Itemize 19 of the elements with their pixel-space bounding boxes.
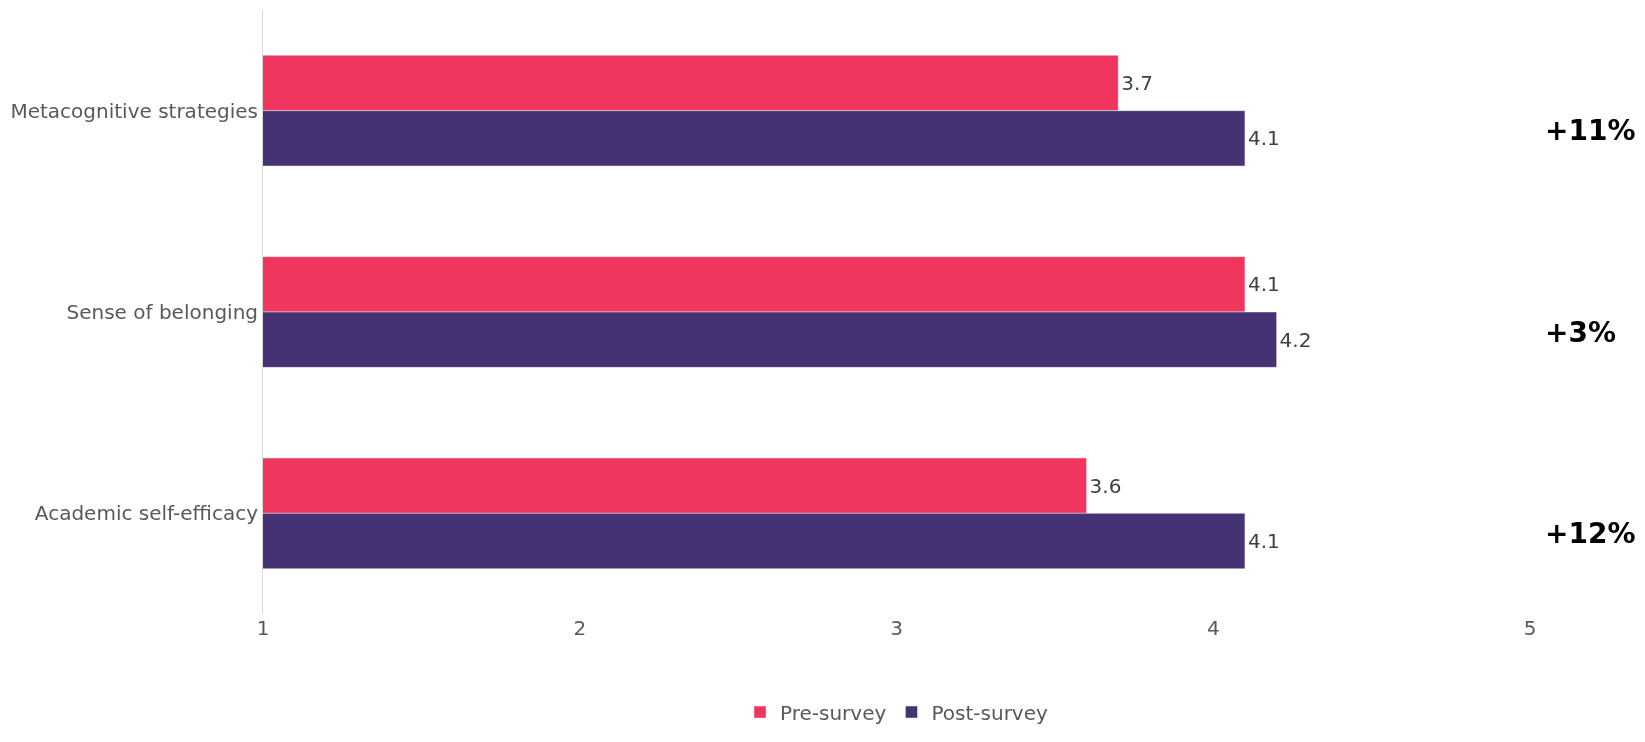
legend-label: Pre-survey <box>780 700 887 725</box>
x-tick-label: 3 <box>890 616 903 640</box>
text: +11% <box>1545 114 1636 147</box>
legend-label: Post-survey <box>931 700 1048 725</box>
text: +3% <box>1545 316 1616 349</box>
data-label: 4.2 <box>1279 327 1312 352</box>
data-label: 4.1 <box>1247 529 1280 554</box>
x-tick-label: 4 <box>1206 616 1220 640</box>
data-label: 4.1 <box>1247 126 1280 151</box>
y-tick-label: Sense of belonging <box>66 300 258 324</box>
y-tick-label: Metacognitive strategies <box>10 98 258 123</box>
data-label: 3.6 <box>1089 473 1122 498</box>
x-tick-label: 2 <box>573 616 587 640</box>
x-tick-label: 1 <box>256 616 270 640</box>
x-tick-label: 5 <box>1523 616 1537 640</box>
text: +12% <box>1545 517 1636 550</box>
data-label: 4.1 <box>1247 272 1280 297</box>
y-tick-label: Academic self-efficacy <box>34 501 259 526</box>
data-label: 3.7 <box>1121 70 1154 95</box>
